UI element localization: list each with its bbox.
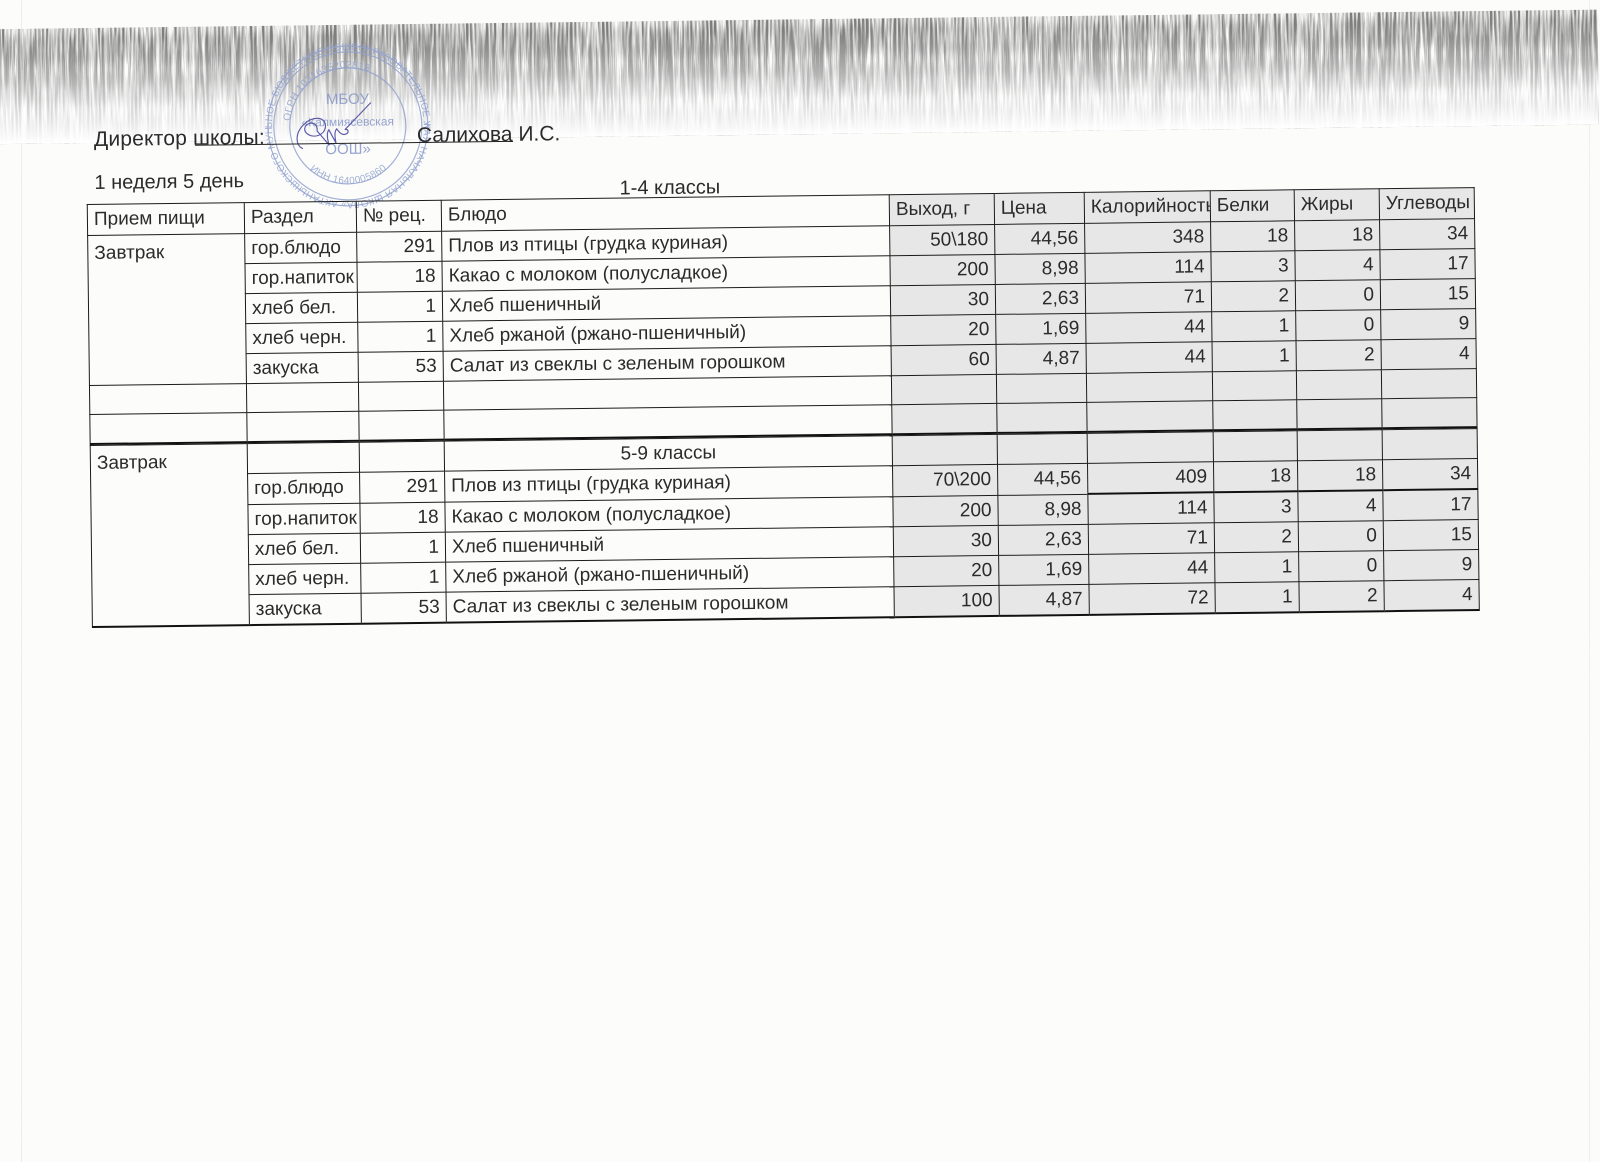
svg-text:ИНН 1640005860: ИНН 1640005860 bbox=[308, 162, 389, 187]
